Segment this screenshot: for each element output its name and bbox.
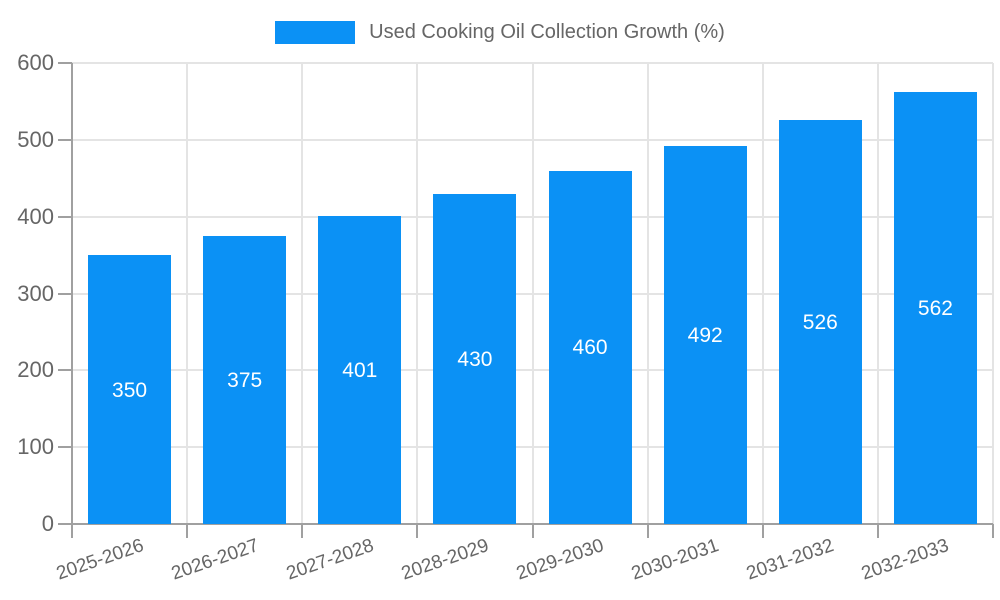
x-axis-label: 2032-2033 [859,535,952,585]
x-gridline [646,63,649,524]
y-tick-label: 0 [41,511,54,536]
y-tick [58,215,72,218]
bar [893,92,977,524]
y-tick [58,292,72,295]
bar-value-label: 350 [112,378,148,402]
chart-legend[interactable]: Used Cooking Oil Collection Growth (%) [0,12,1000,52]
bar [203,235,287,524]
y-tick-label: 100 [17,434,54,460]
x-gridline [416,63,419,524]
x-tick [876,524,879,538]
y-tick-label: 500 [17,126,54,152]
x-gridline [761,63,764,524]
y-tick [58,446,72,449]
y-tick-label: 600 [17,50,54,75]
bar-value-label: 401 [342,358,378,382]
x-gridline [992,63,994,524]
x-gridline [876,63,879,524]
legend-swatch-icon [275,20,356,44]
bar-value-label: 492 [687,323,723,347]
y-tick [58,369,72,372]
legend-label: Used Cooking Oil Collection Growth (%) [369,20,725,43]
x-gridline [186,63,189,524]
bar-value-label: 526 [802,310,838,334]
x-tick [531,524,534,538]
x-gridline [301,63,304,524]
bar [548,170,632,524]
bar [433,193,517,524]
y-tick [58,138,72,141]
x-gridline [531,63,534,524]
x-tick [186,524,189,538]
x-tick [301,524,304,538]
y-tick [58,62,72,64]
y-tick-label: 200 [17,357,54,383]
bar-value-label: 460 [572,336,608,360]
x-tick [416,524,419,538]
y-tick-label: 300 [17,280,54,306]
bar [88,255,172,524]
y-axis-line [71,63,73,538]
bar-value-label: 375 [227,368,263,392]
bar [663,145,747,524]
x-tick [761,524,764,538]
x-tick [992,524,994,538]
x-tick [646,524,649,538]
bar [318,215,402,524]
bar-value-label: 430 [457,347,493,371]
y-tick-label: 400 [17,203,54,229]
x-axis-line [58,523,993,525]
bar-value-label: 562 [917,297,953,321]
bar [778,119,862,524]
